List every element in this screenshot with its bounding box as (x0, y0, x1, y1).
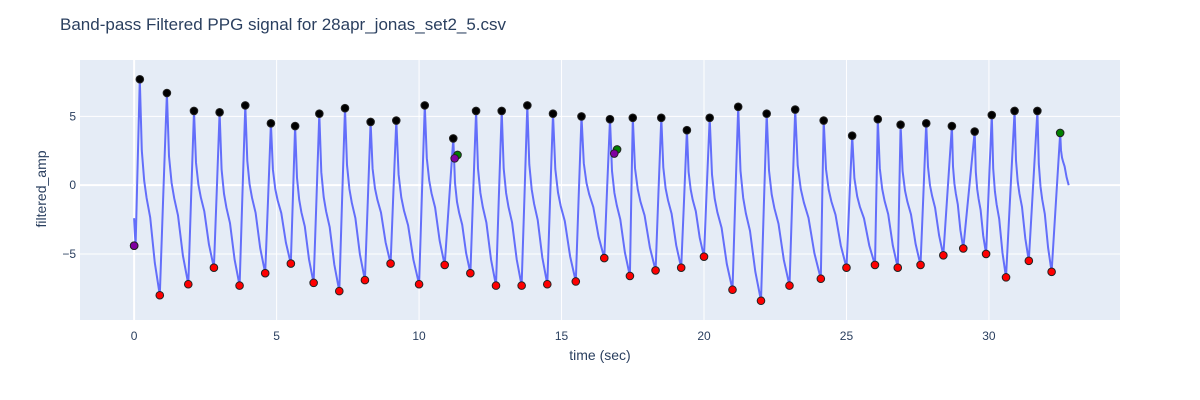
peak-marker (391, 116, 401, 125)
peak-marker (340, 103, 350, 113)
trough-marker (571, 277, 581, 286)
trough-marker (517, 281, 526, 290)
trough-marker (183, 279, 193, 289)
trough-marker (209, 263, 219, 273)
trough-marker (235, 281, 244, 290)
trough-marker (939, 251, 948, 260)
peak-marker (523, 101, 532, 110)
trough-marker (414, 279, 424, 289)
grid-lines (80, 60, 1120, 320)
trough-marker (1001, 273, 1011, 282)
peak-marker (240, 101, 250, 110)
trough-marker (334, 286, 344, 296)
trough-marker (386, 259, 395, 268)
plot-area (80, 60, 1120, 320)
trough-marker (676, 263, 686, 273)
peak-marker (215, 107, 224, 117)
x-tick-label: 5 (273, 329, 280, 343)
peak-marker (315, 109, 324, 118)
trough-marker (651, 266, 660, 275)
trough-marker (599, 253, 609, 263)
peak-marker (290, 121, 300, 131)
trough-marker (728, 285, 737, 295)
peak-marker (947, 121, 957, 131)
green-marker (1055, 128, 1065, 138)
x-tick-label: 0 (131, 329, 138, 343)
peak-marker (896, 120, 905, 129)
peak-marker (1033, 106, 1042, 116)
trough-marker (466, 268, 475, 278)
x-tick-labels: 0 5 10 15 20 25 30 (131, 329, 996, 343)
x-tick-label: 20 (697, 329, 711, 343)
marker-layer (129, 74, 1065, 306)
peak-marker (189, 106, 199, 116)
peak-marker (762, 109, 771, 118)
y-tick-label: 0 (69, 178, 76, 192)
y-tick-label: −5 (62, 247, 76, 261)
peak-marker (420, 101, 430, 110)
trough-marker (1024, 256, 1034, 266)
y-axis-title: filtered_amp (33, 150, 49, 227)
trough-marker (155, 290, 165, 300)
peak-marker (987, 110, 997, 120)
peak-marker (970, 127, 979, 136)
chart-title: Band-pass Filtered PPG signal for 28apr_… (60, 15, 507, 34)
peak-marker (1010, 106, 1019, 116)
y-tick-labels: −5 0 5 (62, 109, 76, 261)
purple-marker (450, 154, 459, 163)
peak-marker (873, 114, 883, 124)
trough-marker (309, 278, 318, 288)
purple-marker (129, 241, 139, 251)
trough-marker (440, 260, 450, 270)
peak-marker (448, 134, 458, 143)
peak-marker (162, 88, 172, 98)
x-tick-label: 10 (412, 329, 426, 343)
peak-marker (790, 105, 800, 114)
x-tick-label: 25 (840, 329, 854, 343)
trough-marker (286, 259, 296, 268)
peak-marker (847, 131, 857, 140)
peak-marker (921, 118, 931, 128)
peak-marker (497, 106, 506, 116)
trough-marker (360, 275, 370, 285)
peak-marker (733, 102, 743, 112)
trough-marker (785, 281, 794, 290)
trough-marker (981, 249, 991, 259)
peak-marker (366, 117, 375, 127)
trough-marker (916, 260, 925, 270)
trough-marker (958, 244, 968, 253)
trough-marker (756, 296, 766, 306)
peak-marker (135, 74, 145, 84)
peak-marker (705, 113, 714, 123)
x-tick-label: 15 (555, 329, 569, 343)
peak-marker (819, 116, 828, 125)
peak-marker (471, 106, 481, 116)
trough-marker (542, 279, 552, 289)
trough-marker (491, 281, 501, 290)
peak-marker (605, 114, 615, 124)
trough-marker (260, 268, 270, 278)
trough-marker (1047, 267, 1056, 277)
peak-marker (548, 109, 558, 118)
peak-marker (656, 113, 666, 123)
peak-marker (682, 125, 692, 135)
y-tick-label: 5 (69, 109, 76, 123)
trough-marker (699, 252, 709, 262)
trough-marker (816, 274, 826, 284)
trough-marker (625, 271, 635, 281)
peak-marker (266, 118, 276, 128)
x-tick-label: 30 (982, 329, 996, 343)
trough-marker (842, 263, 851, 273)
peak-marker (577, 112, 586, 121)
peak-marker (628, 113, 638, 123)
trough-marker (893, 263, 903, 273)
signal-layer (133, 79, 1070, 301)
trough-marker (870, 260, 880, 270)
purple-marker (609, 149, 619, 158)
x-axis-title: time (sec) (569, 347, 630, 363)
signal-line (133, 79, 1070, 301)
